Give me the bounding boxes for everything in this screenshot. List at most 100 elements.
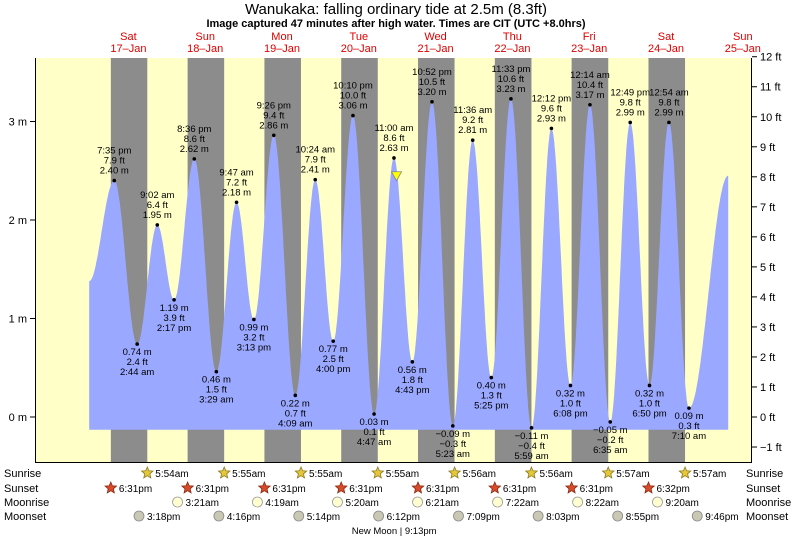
extremum-label: 7.9 ft xyxy=(104,156,125,167)
sunset-icon xyxy=(488,480,502,494)
extremum-label: 2.63 m xyxy=(379,143,408,154)
extremum-label: 6:08 pm xyxy=(553,408,587,419)
extrema-labels: 7:35 pm7.9 ft2.40 m0.74 m2.4 ft2:44 am9:… xyxy=(97,64,706,462)
extremum-point xyxy=(372,412,376,416)
day-name: Mon xyxy=(271,31,292,43)
extremum-point xyxy=(470,138,475,143)
moonset-time: 5:14pm xyxy=(307,512,340,523)
extremum-label: 3:13 pm xyxy=(237,342,271,353)
day-date: 24–Jan xyxy=(648,43,684,55)
sunset-time: 6:31pm xyxy=(196,484,229,495)
extremum-label: 0.32 m xyxy=(635,388,664,399)
extremum-label: 2.99 m xyxy=(654,107,683,118)
sunrise-time: 5:55am xyxy=(309,469,342,480)
day-date: 22–Jan xyxy=(494,43,530,55)
extremum-point xyxy=(489,375,494,380)
moonrise-icon xyxy=(332,496,343,508)
extremum-label: 1.0 ft xyxy=(639,398,660,409)
extremum-label: 2:44 am xyxy=(120,367,154,378)
left-tick-label: 2 m xyxy=(9,215,27,227)
day-date: 21–Jan xyxy=(418,43,454,55)
extremum-label: 9:02 am xyxy=(140,190,174,201)
plot-frame xyxy=(35,58,752,463)
extremum-label: 0.32 m xyxy=(556,388,585,399)
sunrise-icon xyxy=(217,465,231,479)
extremum-point xyxy=(568,383,573,388)
extremum-label: 2.40 m xyxy=(100,166,129,177)
day-name: Sat xyxy=(120,31,137,43)
extremum-point xyxy=(313,177,318,182)
moonrise-icon xyxy=(572,496,584,508)
sunrise-time: 5:57am xyxy=(693,469,726,480)
sunrise-icon xyxy=(678,465,692,479)
extremum-label: 10.4 ft xyxy=(577,80,604,91)
extremum-label: 3.17 m xyxy=(575,90,604,101)
sunrise-icon xyxy=(601,465,616,479)
chart-subtitle: Image captured 47 minutes after high wat… xyxy=(206,18,585,30)
extremum-point xyxy=(529,426,534,430)
extremum-label: 2.99 m xyxy=(616,107,645,118)
extremum-point xyxy=(192,157,197,161)
extremum-label: 9.2 ft xyxy=(462,115,483,126)
sunset-icon xyxy=(257,480,272,494)
moonset-time: 4:16pm xyxy=(227,512,260,523)
sunset-icon xyxy=(564,480,579,494)
extremum-label: 9.4 ft xyxy=(263,110,284,121)
extremum-label: 1.19 m xyxy=(160,303,189,314)
moonrise-icon xyxy=(412,496,423,508)
sunrise-icon xyxy=(140,465,154,479)
extremum-label: 12:12 pm xyxy=(532,93,572,104)
extremum-label: −0.11 m xyxy=(515,431,549,442)
extremum-label: 3.2 ft xyxy=(243,332,264,343)
day-date: 17–Jan xyxy=(110,43,146,55)
sunset-time: 6:31pm xyxy=(349,484,382,495)
extremum-point xyxy=(214,369,219,374)
new-moon-label: New Moon | 9:13pm xyxy=(352,526,437,537)
day-date: 19–Jan xyxy=(264,43,300,55)
extremum-label: 0.77 m xyxy=(319,344,348,355)
extremum-point xyxy=(351,113,355,118)
right-tick-label: 4 ft xyxy=(760,292,775,304)
extremum-label: 11:36 am xyxy=(453,105,492,116)
left-tick-label: 3 m xyxy=(9,117,27,129)
extremum-label: 1.95 m xyxy=(143,210,172,221)
extremum-point xyxy=(608,420,613,424)
extremum-point xyxy=(252,317,256,322)
extremum-label: 9:47 am xyxy=(219,167,253,178)
right-tick-label: 1 ft xyxy=(760,382,775,394)
day-name: Sat xyxy=(658,31,675,43)
extremum-label: 9:26 pm xyxy=(257,100,291,111)
extremum-label: −0.05 m xyxy=(593,425,628,436)
extremum-label: 9.8 ft xyxy=(620,97,641,108)
sunset-time: 6:31pm xyxy=(426,484,459,495)
extremum-label: 0.40 m xyxy=(477,381,506,392)
moonset-time: 8:03pm xyxy=(546,512,579,523)
day-date: 18–Jan xyxy=(187,43,223,55)
moonset-time: 9:46pm xyxy=(705,512,738,523)
extremum-label: 2.62 m xyxy=(180,144,209,155)
moonrise-time: 9:20am xyxy=(665,498,698,509)
extremum-point xyxy=(647,383,652,388)
extremum-point xyxy=(112,178,117,183)
day-name: Thu xyxy=(503,31,522,43)
extremum-point xyxy=(430,100,434,104)
sunrise-icon xyxy=(294,465,308,479)
extremum-label: −0.3 ft xyxy=(439,439,466,450)
right-tick-label: 6 ft xyxy=(760,232,775,244)
moonrise-icon xyxy=(492,496,503,508)
row-label-right-moonset: Moonset xyxy=(746,511,788,523)
chart-title: Wanukaka: falling ordinary tide at 2.5m … xyxy=(245,1,547,18)
extremum-label: 4:43 pm xyxy=(395,385,429,396)
moonrise-icon xyxy=(172,496,183,508)
extremum-point xyxy=(451,424,455,428)
extremum-point xyxy=(392,156,396,160)
right-tick-label: 0 ft xyxy=(760,412,775,424)
sunrise-time: 5:57am xyxy=(616,469,649,480)
extremum-label: 2.93 m xyxy=(537,113,566,124)
sunset-icon xyxy=(104,480,118,494)
moonrise-icon xyxy=(252,496,263,508)
extremum-label: 4:00 pm xyxy=(316,364,350,375)
extremum-label: 3.06 m xyxy=(338,101,367,112)
extremum-label: 6:35 am xyxy=(593,445,627,456)
